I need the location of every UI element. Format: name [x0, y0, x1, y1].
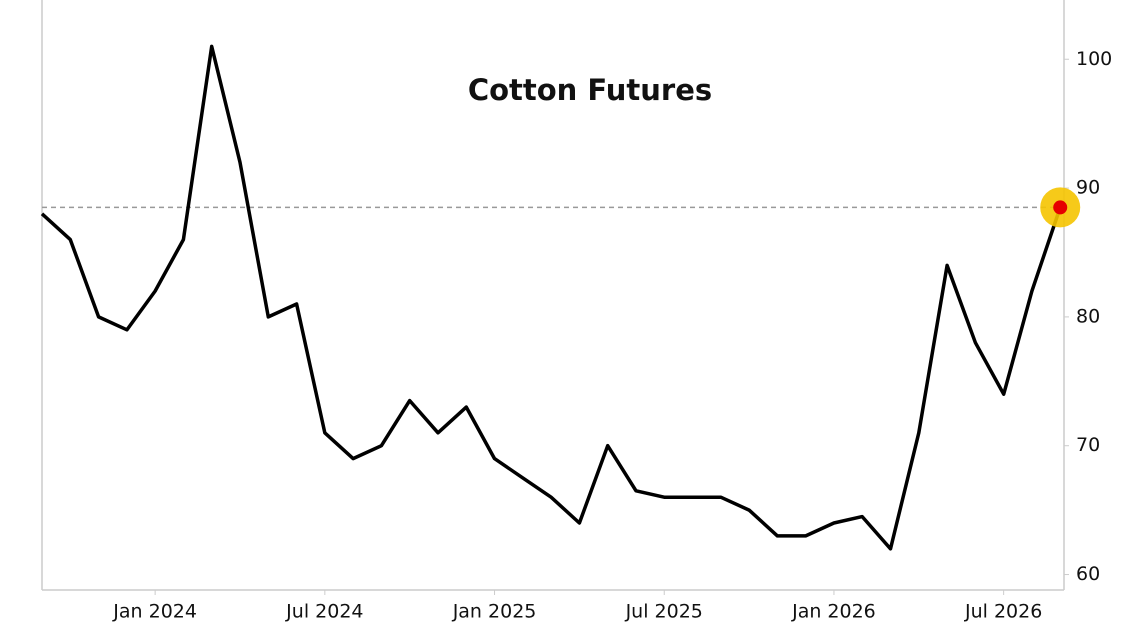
last-point [1053, 200, 1068, 215]
x-tick-label: Jan 2025 [452, 601, 537, 623]
x-tick-label: Jul 2026 [964, 601, 1042, 623]
y-tick-label: 70 [1076, 434, 1100, 456]
y-tick-label: 80 [1076, 305, 1100, 327]
y-tick-label: 60 [1076, 563, 1100, 585]
x-tick-label: Jan 2026 [791, 601, 876, 623]
x-tick-label: Jul 2025 [625, 601, 703, 623]
price-line [40, 44, 1062, 551]
y-tick-label: 100 [1076, 48, 1112, 70]
x-tick-label: Jan 2024 [112, 601, 197, 623]
chart-title: Cotton Futures [468, 73, 712, 107]
y-tick-label: 90 [1076, 177, 1100, 199]
x-tick-label: Jul 2024 [285, 601, 363, 623]
